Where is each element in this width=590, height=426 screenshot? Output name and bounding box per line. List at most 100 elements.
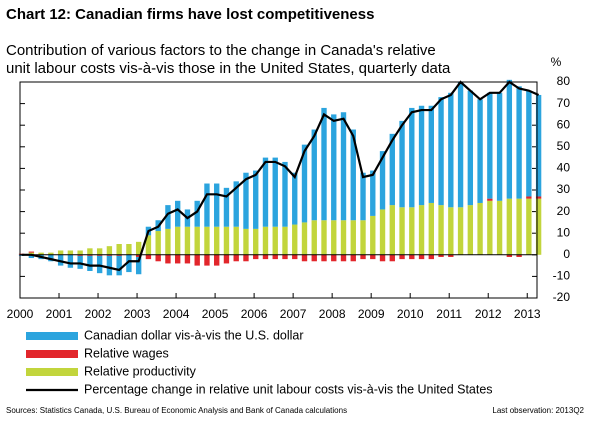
line-series xyxy=(21,80,540,272)
bar-segment xyxy=(487,92,493,199)
x-tick-label: 2007 xyxy=(280,307,307,321)
bar-segment xyxy=(321,107,327,221)
bar-segment xyxy=(175,254,181,264)
bar-segment xyxy=(526,198,532,255)
bar-segment xyxy=(57,250,64,255)
y-tick-label: -10 xyxy=(553,269,571,283)
legend-label: Relative productivity xyxy=(84,364,197,378)
bar-segment xyxy=(126,244,132,255)
bar-segment xyxy=(77,250,83,255)
bar-segment xyxy=(165,254,171,264)
bar-segment xyxy=(282,254,288,260)
legend-label: Relative wages xyxy=(84,346,169,360)
x-tick-label: 2001 xyxy=(46,307,73,321)
chart-subtitle: Contribution of various factors to the c… xyxy=(6,42,436,59)
bar-segment xyxy=(135,256,142,275)
bar-segment xyxy=(262,226,269,255)
bar-segment xyxy=(223,254,230,264)
bar-segment xyxy=(370,170,376,216)
bar-segment xyxy=(67,250,74,255)
bar-segment xyxy=(301,254,308,262)
bar-segment xyxy=(175,226,181,255)
bar-segment xyxy=(253,254,259,260)
bar-segment xyxy=(535,94,542,197)
bar-segment xyxy=(282,161,288,227)
y-tick-label: -20 xyxy=(553,290,571,304)
y-tick-label: 20 xyxy=(557,204,571,218)
bar-segment xyxy=(428,202,434,255)
bar-segment xyxy=(155,231,161,255)
bar-segment xyxy=(438,254,444,257)
bar-segment xyxy=(506,254,513,257)
bar-segment xyxy=(106,246,113,255)
bar-segment xyxy=(184,226,191,255)
bar-segment xyxy=(340,220,347,255)
bar-segment xyxy=(165,228,171,255)
bar-segment xyxy=(535,198,542,255)
bar-segment xyxy=(477,202,483,255)
bar-segment xyxy=(331,220,337,255)
bar-segment xyxy=(214,254,220,266)
x-tick-label: 2013 xyxy=(514,307,541,321)
y-tick-label: 10 xyxy=(557,225,571,239)
last-observation: Last observation: 2013Q2 xyxy=(492,406,584,415)
bar-segment xyxy=(506,198,513,255)
x-tick-label: 2003 xyxy=(124,307,151,321)
bar-segment xyxy=(448,254,454,257)
bar-segment xyxy=(233,226,239,255)
bar-segment xyxy=(214,183,220,227)
bar-segment xyxy=(311,254,317,262)
bar-segment xyxy=(438,97,444,206)
bar-segment xyxy=(292,172,298,225)
bar-segment xyxy=(96,248,103,255)
bar-segment xyxy=(448,207,454,255)
bar-segment xyxy=(301,144,308,223)
bar-segment xyxy=(223,187,230,227)
bar-segment xyxy=(272,157,278,227)
x-tick-label: 2008 xyxy=(319,307,346,321)
bar-segment xyxy=(389,133,395,206)
bar-segment xyxy=(165,205,171,229)
y-tick-label: 80 xyxy=(557,74,571,88)
bar-segment xyxy=(106,255,113,276)
bar-segment xyxy=(272,254,278,260)
bar-segment xyxy=(448,92,454,208)
bar-segment xyxy=(194,226,200,255)
bar-segment xyxy=(175,200,181,227)
bar-segment xyxy=(526,196,532,199)
bar-segment xyxy=(135,254,142,257)
bar-segment xyxy=(370,215,376,255)
bar-segment xyxy=(194,200,200,227)
bar-segment xyxy=(516,254,522,257)
bar-segment xyxy=(292,224,298,255)
plot-frame xyxy=(19,81,538,299)
bar-segment xyxy=(96,254,103,256)
bar-segment xyxy=(262,254,269,260)
bar-segment xyxy=(389,205,395,255)
bar-segment xyxy=(253,228,259,255)
bar-segment xyxy=(214,226,220,255)
bar-segment xyxy=(360,254,366,260)
bar-segment xyxy=(428,105,434,203)
bar-segment xyxy=(409,254,415,260)
x-tick-label: 2006 xyxy=(241,307,268,321)
bar-segment xyxy=(292,254,298,260)
bar-segment xyxy=(438,205,444,255)
legend-swatch xyxy=(26,368,78,376)
bar-segment xyxy=(516,198,522,255)
bar-segment xyxy=(243,172,249,229)
bar-segment xyxy=(135,241,142,255)
bar-segment xyxy=(331,254,337,262)
bar-segment xyxy=(145,254,152,260)
bar-segment xyxy=(233,181,239,227)
bar-segment xyxy=(106,254,113,256)
bar-segment xyxy=(28,254,35,259)
y-tick-label: 70 xyxy=(557,96,571,110)
x-tick-label: 2010 xyxy=(397,307,424,321)
bar-segment xyxy=(506,79,513,199)
bar-segment xyxy=(350,220,356,255)
y-tick-label: 60 xyxy=(557,117,571,131)
x-tick-label: 2005 xyxy=(202,307,229,321)
bar-segment xyxy=(272,226,278,255)
bar-segment xyxy=(311,220,317,255)
